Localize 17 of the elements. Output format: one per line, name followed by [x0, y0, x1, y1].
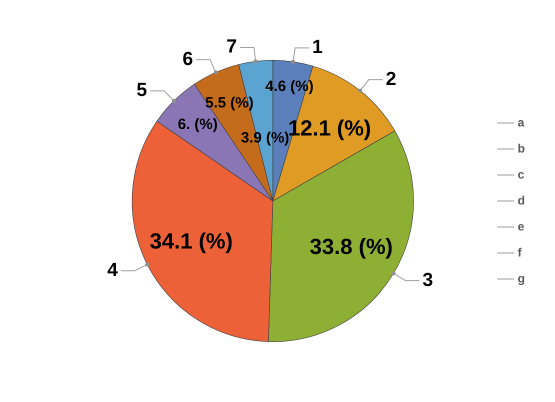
text: 3	[422, 270, 434, 291]
text: 5	[136, 80, 148, 102]
data-label: 33.8 (%)	[310, 234, 393, 260]
text: 7	[226, 36, 237, 58]
text: 6	[182, 48, 194, 70]
legend-label: a	[518, 115, 525, 130]
text: 2	[386, 68, 396, 90]
data-label: 6. (%)	[178, 116, 218, 134]
data-label: 34.1 (%)	[150, 228, 233, 254]
legend-label: b	[518, 141, 526, 156]
legend-label: f	[518, 245, 523, 260]
text: 4	[107, 260, 118, 282]
legend-label: g	[518, 271, 526, 286]
legend-label: c	[518, 167, 525, 182]
legend-label: e	[518, 219, 525, 234]
text: 1	[312, 37, 324, 58]
legend-label: d	[518, 193, 526, 208]
